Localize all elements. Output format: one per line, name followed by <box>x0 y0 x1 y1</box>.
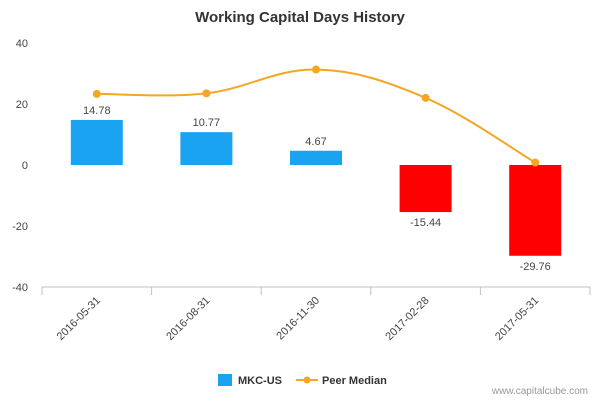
bar <box>509 165 562 256</box>
peer-median-point <box>312 65 320 74</box>
legend-bar-swatch <box>218 374 232 386</box>
chart-title: Working Capital Days History <box>195 9 405 26</box>
bar <box>180 132 233 165</box>
bar-data-labels: 14.78 10.77 4.67 -15.44 -29.76 <box>83 105 551 273</box>
bar-data-label: 14.78 <box>83 105 111 117</box>
bar-data-label: -15.44 <box>410 217 441 229</box>
legend-line-label: Peer Median <box>322 375 387 387</box>
y-tick-label: -40 <box>12 282 28 294</box>
peer-median-point <box>531 158 540 167</box>
peer-median-line <box>96 68 536 164</box>
y-tick-label: 0 <box>22 160 28 172</box>
bar-series <box>70 119 562 256</box>
x-axis: 2016-05-31 2016-08-31 2016-11-30 2017-02-28… <box>41 286 591 343</box>
peer-median-point <box>421 93 430 102</box>
peer-median-point <box>92 89 101 98</box>
x-tick-label: 2017-05-31 <box>493 295 541 343</box>
peer-median-point <box>202 89 211 98</box>
legend-bar-label: MKC-US <box>238 375 282 387</box>
x-tick-label: 2016-08-31 <box>164 295 212 343</box>
x-tick-label: 2016-05-31 <box>55 295 103 343</box>
bar-data-label: 10.77 <box>193 117 221 129</box>
bar <box>399 165 452 213</box>
bar-data-label: 4.67 <box>305 136 326 148</box>
y-axis-ticks: 40 20 0 -20 -40 <box>12 38 28 294</box>
legend: MKC-US Peer Median <box>218 374 387 387</box>
x-tick-label: 2016-11-30 <box>274 295 322 343</box>
peer-median-series <box>92 65 540 167</box>
bar-data-label: -29.76 <box>520 261 551 273</box>
y-tick-label: -20 <box>12 221 28 233</box>
y-tick-label: 20 <box>16 99 28 111</box>
watermark: www.capitalcube.com <box>491 386 588 397</box>
y-tick-label: 40 <box>16 38 28 50</box>
legend-line-marker <box>303 376 311 384</box>
bar <box>70 119 123 165</box>
x-tick-label: 2017-02-28 <box>383 295 431 343</box>
bar <box>290 150 342 165</box>
